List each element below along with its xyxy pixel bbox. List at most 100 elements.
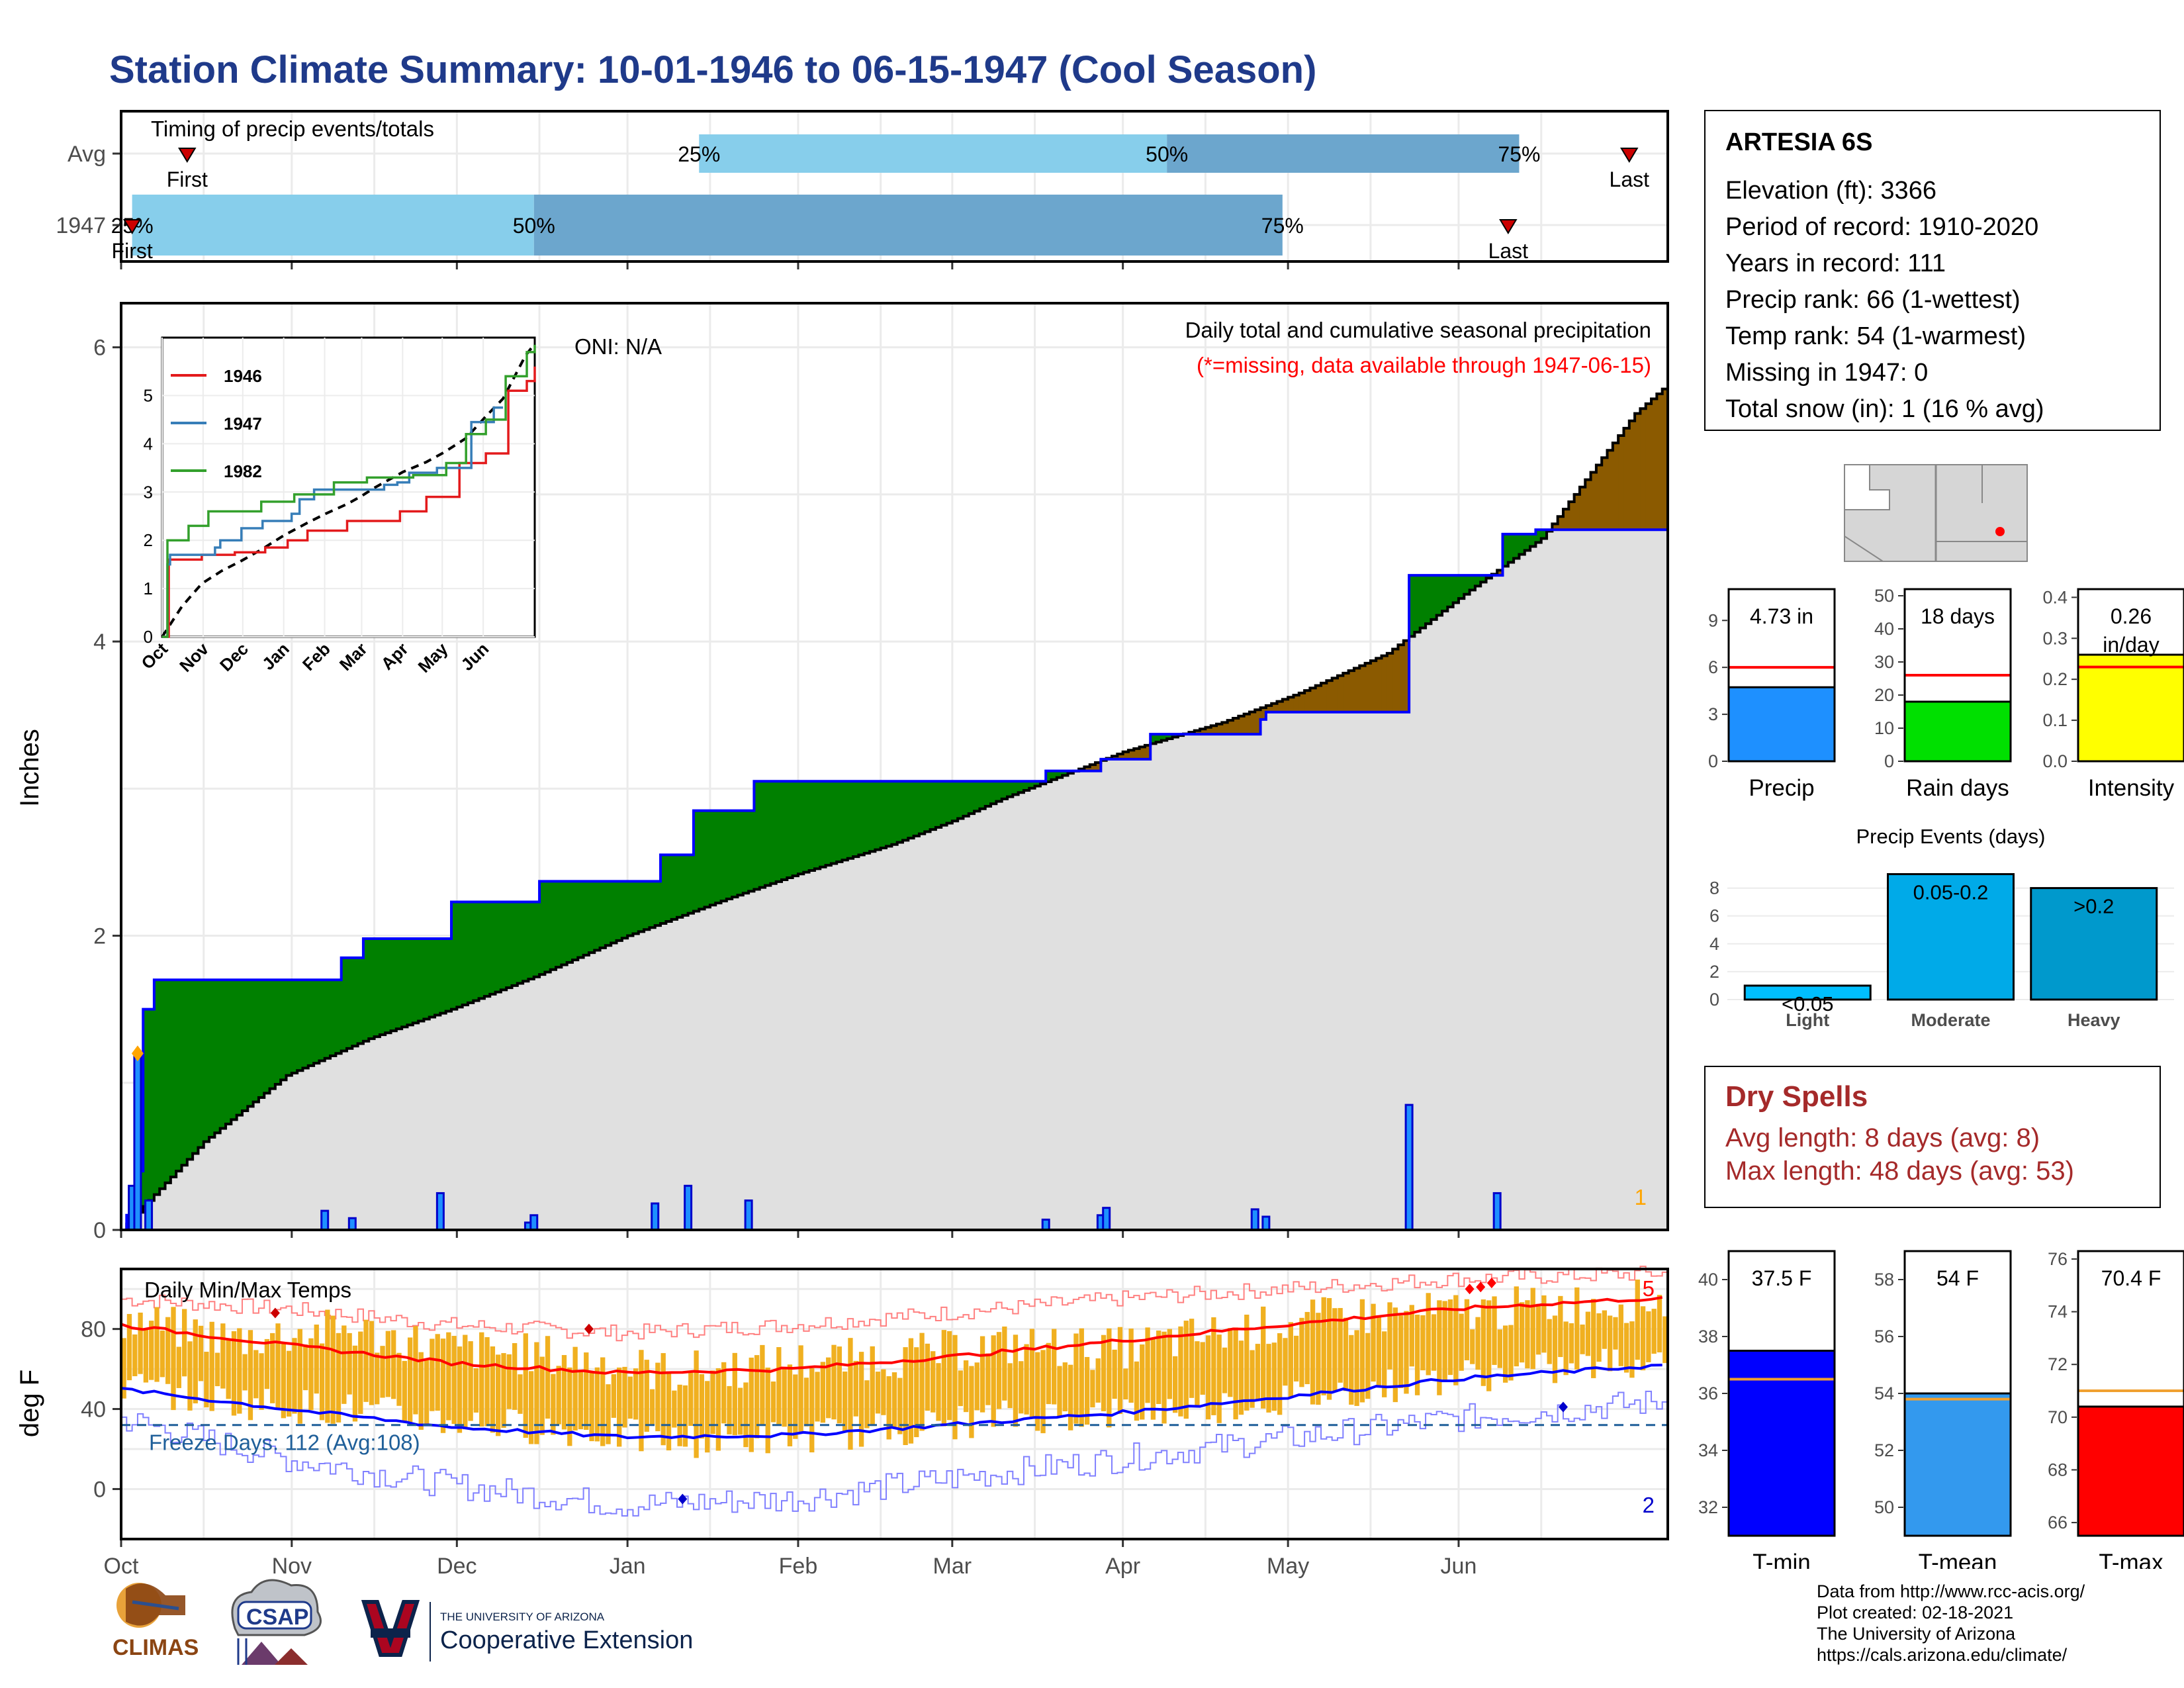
temp-ytick-label: 70 — [2048, 1407, 2068, 1427]
precip-ytick-label: 0 — [93, 1218, 106, 1243]
surplus-area — [660, 855, 666, 924]
deficit-area — [1590, 472, 1597, 530]
temp-xtick-label: Apr — [1105, 1554, 1140, 1579]
surplus-area — [1514, 534, 1520, 559]
deficit-area — [1353, 668, 1360, 712]
daily-temp-range-bar — [1552, 1315, 1558, 1383]
daily-temp-range-bar — [787, 1364, 793, 1446]
precip-events-ytick-label: 8 — [1709, 878, 1719, 898]
surplus-area — [638, 881, 645, 932]
surplus-area — [1023, 781, 1030, 790]
daily-temp-range-bar — [1475, 1317, 1480, 1370]
daily-temp-range-bar — [688, 1370, 694, 1426]
temp-ytick-label: 40 — [81, 1397, 106, 1423]
timing-last-marker-label: Last — [1488, 239, 1529, 263]
surplus-area — [550, 881, 557, 970]
daily-temp-range-bar — [1128, 1329, 1134, 1403]
surplus-area — [787, 781, 794, 878]
surplus-area — [1018, 781, 1024, 793]
daily-precip-bar — [435, 1192, 445, 1231]
deficit-area — [1596, 465, 1602, 530]
surplus-area — [633, 881, 639, 934]
daily-temp-range-bar — [969, 1366, 974, 1438]
deficit-area — [1089, 765, 1096, 771]
daily-temp-range-bar — [699, 1374, 705, 1439]
daily-temp-range-bar — [159, 1331, 165, 1378]
surplus-area — [891, 781, 898, 845]
daily-temp-range-bar — [925, 1343, 931, 1411]
daily-temp-range-bar — [457, 1346, 463, 1433]
surplus-area — [1056, 771, 1063, 778]
daily-temp-range-bar — [292, 1338, 297, 1414]
surplus-area — [170, 980, 177, 1177]
daily-temp-range-bar — [1150, 1337, 1156, 1420]
surplus-area — [1409, 575, 1415, 637]
daily-temp-range-bar — [1117, 1327, 1123, 1415]
daily-temp-range-bar — [1657, 1295, 1662, 1352]
daily-temp-range-bar — [1662, 1316, 1668, 1364]
daily-temp-range-bar — [1392, 1307, 1398, 1403]
daily-temp-range-bar — [776, 1347, 782, 1426]
temp-xtick-label: Jun — [1441, 1554, 1477, 1579]
deficit-area — [1359, 665, 1366, 712]
daily-temp-range-bar — [903, 1347, 908, 1446]
precip-ytick-label: 30 — [1874, 652, 1894, 672]
inset-series-line — [162, 344, 536, 638]
timing-bar-50-75 — [1167, 134, 1520, 173]
daily-temp-range-bar — [1420, 1315, 1426, 1371]
daily-temp-range-bar — [1640, 1306, 1646, 1371]
temp-chart: Freeze Days: 112 (Avg:108) Daily Min/Max … — [15, 1266, 1669, 1579]
temp-panel: 32 34 36 38 40 37.5 F T-min — [1698, 1250, 1836, 1569]
record-high-marker — [270, 1307, 280, 1319]
deficit-area — [1227, 720, 1234, 735]
surplus-area — [913, 781, 920, 836]
station-line: Precip rank: 66 (1-wettest) — [1725, 286, 2021, 314]
temp-ytick-label: 68 — [2048, 1460, 2068, 1479]
surplus-area — [435, 939, 441, 1015]
daily-precip-bar — [651, 1202, 660, 1231]
surplus-area — [567, 881, 573, 962]
daily-temp-range-bar — [1222, 1347, 1228, 1393]
deficit-area — [1635, 413, 1641, 530]
surplus-area — [1172, 734, 1179, 737]
surplus-area — [627, 881, 633, 936]
temp-ytick-label: 80 — [81, 1317, 106, 1342]
daily-temp-range-bar — [149, 1321, 154, 1380]
surplus-area — [165, 980, 171, 1183]
daily-temp-range-bar — [1283, 1338, 1288, 1386]
locator-map — [1844, 464, 2028, 562]
daily-temp-range-bar — [242, 1354, 248, 1391]
surplus-area — [825, 781, 832, 866]
surplus-area — [715, 810, 722, 904]
daily-temp-range-bar — [325, 1309, 330, 1423]
daily-temp-range-bar — [1623, 1323, 1629, 1373]
daily-temp-range-bar — [385, 1331, 391, 1397]
surplus-area — [512, 902, 518, 986]
surplus-area — [517, 902, 523, 984]
inset-ytick-label: 0 — [144, 627, 153, 647]
daily-temp-range-bar — [1233, 1327, 1238, 1420]
precip-category-label: Precip — [1749, 775, 1814, 801]
daily-temp-range-bar — [424, 1360, 430, 1426]
surplus-area — [737, 810, 744, 896]
surplus-area — [286, 980, 293, 1076]
daily-temp-range-bar — [330, 1315, 336, 1424]
surplus-area — [875, 781, 882, 850]
timing-row-label: 1947 — [56, 213, 106, 238]
surplus-area — [649, 881, 656, 928]
surplus-area — [462, 902, 469, 1006]
surplus-area — [1150, 734, 1157, 744]
surplus-area — [765, 781, 771, 886]
precip-category-label: Rain days — [1906, 775, 2009, 801]
temp-xtick-label: Oct — [104, 1554, 139, 1579]
daily-temp-range-bar — [1365, 1333, 1371, 1399]
daily-temp-range-bar — [1580, 1324, 1585, 1354]
daily-temp-range-bar — [281, 1343, 287, 1419]
deficit-area — [1579, 487, 1586, 530]
daily-temp-range-bar — [870, 1346, 875, 1426]
deficit-area — [1557, 516, 1564, 530]
inset-legend-label: 1947 — [224, 414, 262, 434]
precip-annotation-title: Daily total and cumulative seasonal prec… — [1185, 318, 1651, 342]
surplus-area — [1447, 575, 1454, 607]
record-min-line — [121, 1390, 1668, 1517]
